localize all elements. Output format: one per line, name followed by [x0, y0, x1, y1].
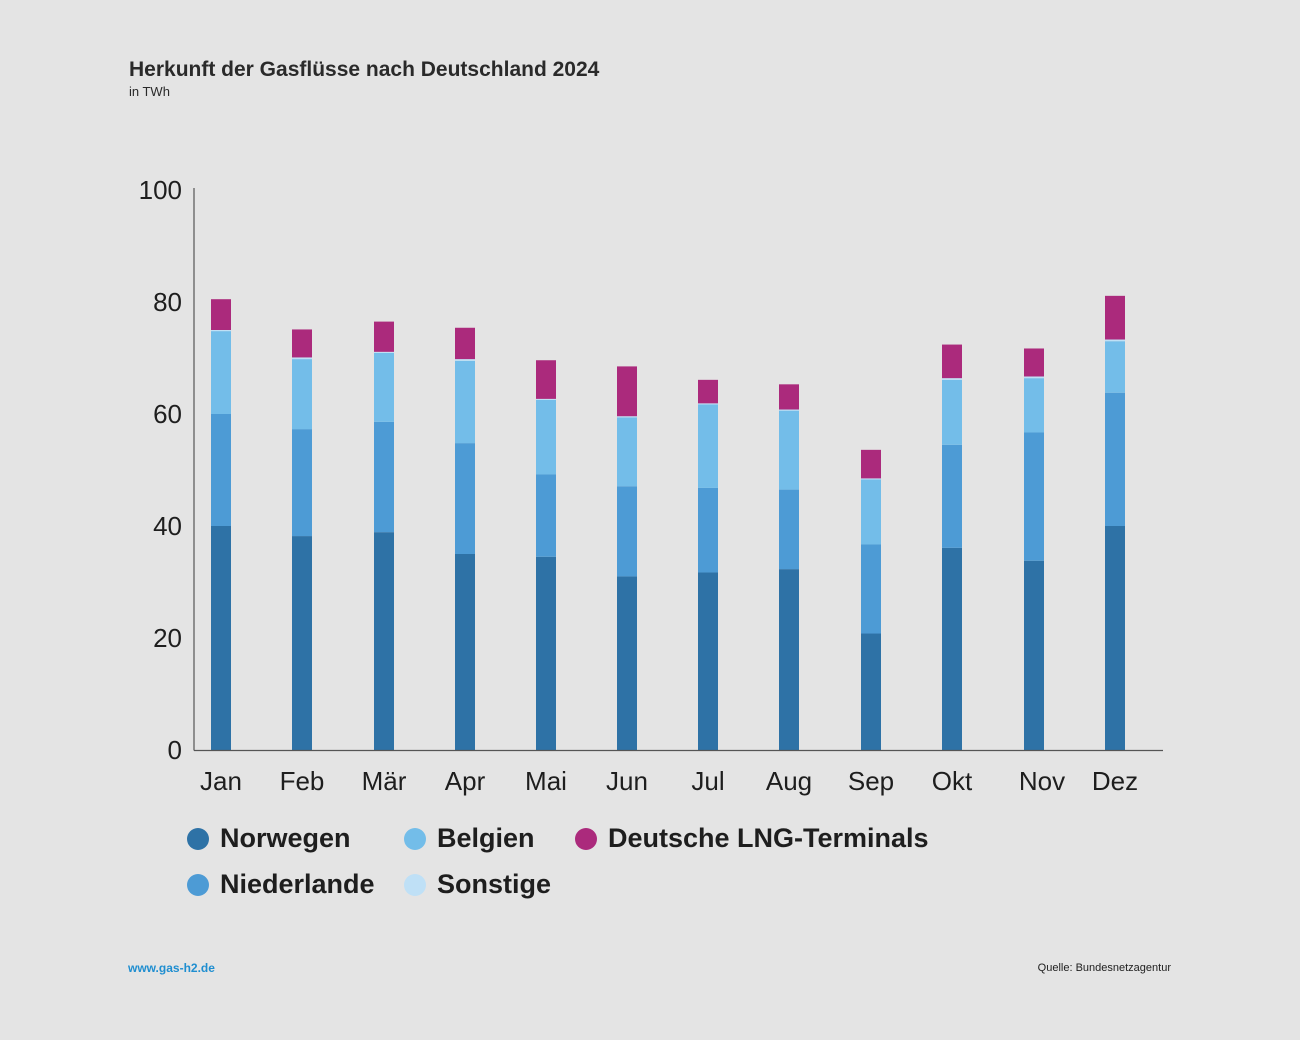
bar-segment-lng: [617, 366, 637, 417]
bar-segment-niederlande: [1024, 432, 1044, 561]
x-tick-label: Mai: [525, 766, 567, 796]
bar-segment-niederlande: [942, 444, 962, 548]
x-tick-label: Apr: [445, 766, 486, 796]
bar-segment-norwegen: [455, 554, 475, 750]
y-tick-label: 80: [153, 287, 182, 317]
bar-stack-Jul: [698, 379, 718, 750]
bar-segment-belgien: [455, 360, 475, 444]
bar-segment-norwegen: [1105, 526, 1125, 750]
bar-segment-sonstige: [292, 357, 312, 360]
bar-segment-niederlande: [374, 421, 394, 533]
bar-segment-norwegen: [211, 526, 231, 750]
bar-segment-lng: [779, 384, 799, 410]
bar-segment-lng: [536, 360, 556, 399]
bar-segment-belgien: [942, 379, 962, 445]
bar-segment-belgien: [374, 352, 394, 422]
bar-segment-sonstige: [211, 330, 231, 332]
bar-segment-belgien: [698, 404, 718, 488]
x-tick-label: Jan: [200, 766, 242, 796]
bar-segment-sonstige: [942, 378, 962, 380]
bar-segment-sonstige: [1105, 339, 1125, 342]
bar-segment-sonstige: [455, 359, 475, 361]
bar-segment-lng: [698, 379, 718, 404]
bar-stack-Nov: [1024, 348, 1044, 750]
x-tick-label: Jun: [606, 766, 648, 796]
bar-segment-belgien: [779, 410, 799, 490]
bar-segment-belgien: [536, 400, 556, 475]
x-tick-label: Feb: [280, 766, 325, 796]
bar-segment-niederlande: [617, 486, 637, 577]
bar-segment-belgien: [292, 359, 312, 430]
bar-segment-niederlande: [779, 489, 799, 570]
bar-stack-Jan: [211, 299, 231, 750]
bar-segment-lng: [1105, 295, 1125, 340]
chart-title: Herkunft der Gasflüsse nach Deutschland …: [129, 58, 600, 81]
y-tick-label: 0: [168, 735, 182, 765]
x-tick-label: Jul: [691, 766, 724, 796]
x-tick-label: Nov: [1019, 766, 1065, 796]
bar-segment-norwegen: [1024, 560, 1044, 750]
footer-source: Quelle: Bundesnetzagentur: [1037, 962, 1171, 974]
bar-segment-lng: [374, 321, 394, 352]
bar-stack-Mai: [536, 360, 556, 750]
x-axis-labels: Jan Feb Mär Apr Mai Jun Jul Aug Sep Okt Nov Dez: [200, 766, 1138, 796]
bar-stack-Feb: [292, 329, 312, 750]
chart-subtitle: in TWh: [129, 84, 170, 99]
y-tick-label: 100: [139, 175, 182, 205]
bar-segment-norwegen: [617, 576, 637, 750]
bar-segment-sonstige: [698, 403, 718, 405]
bar-segment-belgien: [861, 479, 881, 545]
bar-stack-Mär: [374, 321, 394, 750]
bar-segment-belgien: [617, 417, 637, 487]
bar-segment-belgien: [1105, 341, 1125, 393]
bar-segment-lng: [292, 329, 312, 358]
x-tick-label: Dez: [1092, 766, 1138, 796]
bar-segment-norwegen: [779, 569, 799, 750]
bar-segment-belgien: [1024, 378, 1044, 433]
bar-segment-sonstige: [374, 351, 394, 353]
x-tick-label: Okt: [932, 766, 973, 796]
bar-segment-niederlande: [1105, 392, 1125, 526]
bar-segment-lng: [1024, 348, 1044, 377]
bar-stack-Sep: [861, 449, 881, 750]
bar-segment-norwegen: [942, 547, 962, 750]
bar-segment-lng: [861, 449, 881, 479]
bar-stack-Aug: [779, 384, 799, 750]
bar-stack-Jun: [617, 366, 637, 750]
bar-segment-sonstige: [536, 398, 556, 400]
bar-segment-sonstige: [861, 478, 881, 480]
bar-stack-Apr: [455, 327, 475, 750]
x-tick-label: Mär: [362, 766, 407, 796]
bar-segment-niederlande: [861, 544, 881, 634]
x-tick-label: Aug: [766, 766, 812, 796]
y-tick-label: 40: [153, 511, 182, 541]
y-tick-label: 60: [153, 399, 182, 429]
bar-segment-norwegen: [861, 633, 881, 750]
bar-segment-niederlande: [536, 474, 556, 557]
bar-segment-sonstige: [617, 416, 637, 418]
bar-segment-lng: [942, 344, 962, 379]
bar-stack-Okt: [942, 344, 962, 750]
bar-segment-niederlande: [292, 429, 312, 537]
bar-segment-norwegen: [536, 556, 556, 750]
bar-segment-norwegen: [292, 536, 312, 750]
bar-segment-sonstige: [779, 409, 799, 411]
bar-segment-niederlande: [455, 443, 475, 554]
bar-segment-norwegen: [698, 572, 718, 750]
bar-segment-sonstige: [1024, 376, 1044, 379]
bar-segment-niederlande: [698, 487, 718, 573]
bar-stack-Dez: [1105, 295, 1125, 750]
bar-segment-lng: [211, 299, 231, 330]
bar-segment-norwegen: [374, 532, 394, 750]
bars: [211, 295, 1125, 750]
bar-segment-niederlande: [211, 414, 231, 526]
bar-segment-lng: [455, 327, 475, 360]
footer-url-link[interactable]: www.gas-h2.de: [128, 961, 215, 975]
bar-segment-belgien: [211, 331, 231, 414]
x-tick-label: Sep: [848, 766, 894, 796]
y-axis-ticks: 0 20 40 60 80 100: [139, 175, 182, 765]
y-tick-label: 20: [153, 623, 182, 653]
